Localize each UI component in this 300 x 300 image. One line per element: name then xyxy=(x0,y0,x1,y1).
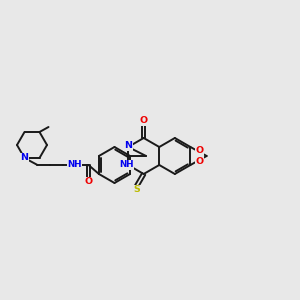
Text: O: O xyxy=(84,178,93,187)
Text: N: N xyxy=(124,142,132,151)
Text: O: O xyxy=(140,116,148,125)
Text: N: N xyxy=(20,154,28,163)
Text: NH: NH xyxy=(67,160,82,169)
Text: NH: NH xyxy=(119,160,133,169)
Text: O: O xyxy=(196,157,204,166)
Text: S: S xyxy=(133,185,140,194)
Text: O: O xyxy=(196,146,204,155)
